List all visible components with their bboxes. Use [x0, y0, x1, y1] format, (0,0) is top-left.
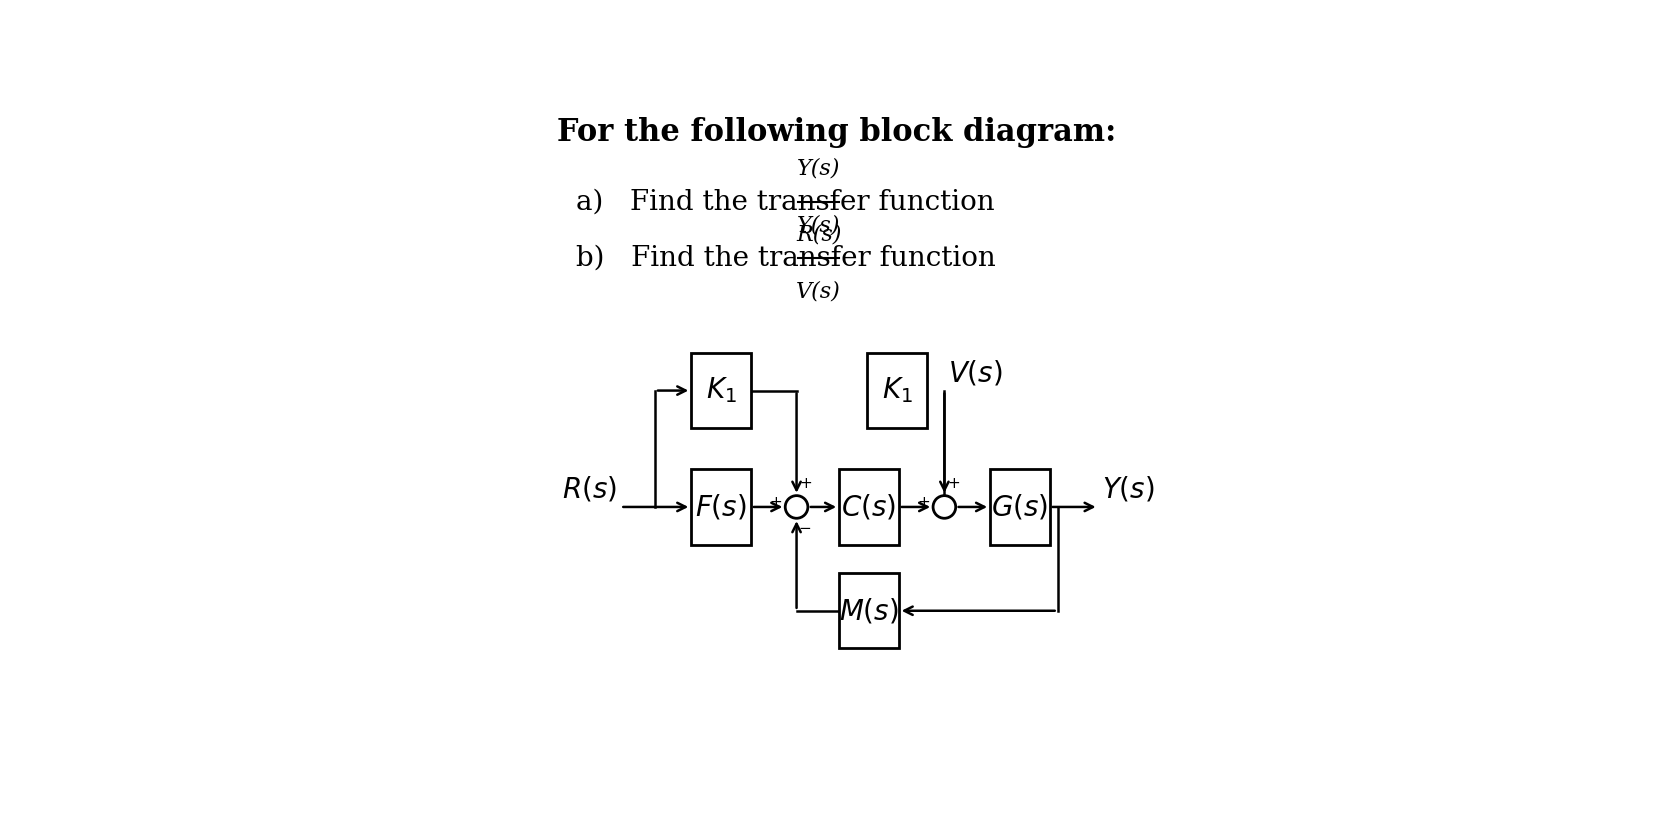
Text: +: + [770, 495, 781, 510]
FancyBboxPatch shape [838, 469, 899, 545]
Text: $F(s)$: $F(s)$ [696, 493, 746, 521]
FancyBboxPatch shape [691, 469, 751, 545]
Text: $K_1$: $K_1$ [882, 376, 912, 405]
Text: R(s): R(s) [797, 224, 842, 246]
Text: $R(s)$: $R(s)$ [562, 475, 617, 504]
Text: −: − [798, 521, 812, 537]
Text: V(s): V(s) [797, 280, 840, 302]
Text: $G(s)$: $G(s)$ [991, 493, 1048, 521]
Text: +: + [800, 475, 812, 490]
Text: $M(s)$: $M(s)$ [838, 596, 899, 625]
Text: b)   Find the transfer function: b) Find the transfer function [577, 245, 996, 272]
Text: $V(s)$: $V(s)$ [948, 359, 1003, 387]
FancyBboxPatch shape [838, 573, 899, 649]
Text: For the following block diagram:: For the following block diagram: [557, 117, 1117, 148]
Text: Y(s): Y(s) [797, 158, 840, 180]
Text: +: + [917, 495, 931, 510]
Text: +: + [948, 475, 961, 490]
Text: Y(s): Y(s) [797, 214, 840, 236]
Text: $C(s)$: $C(s)$ [842, 493, 897, 521]
Text: $Y(s)$: $Y(s)$ [1102, 475, 1154, 504]
FancyBboxPatch shape [867, 353, 927, 428]
Circle shape [785, 496, 808, 518]
Text: $K_1$: $K_1$ [706, 376, 736, 405]
Text: a)   Find the transfer function: a) Find the transfer function [577, 189, 994, 216]
Circle shape [932, 496, 956, 518]
FancyBboxPatch shape [989, 469, 1050, 545]
FancyBboxPatch shape [691, 353, 751, 428]
